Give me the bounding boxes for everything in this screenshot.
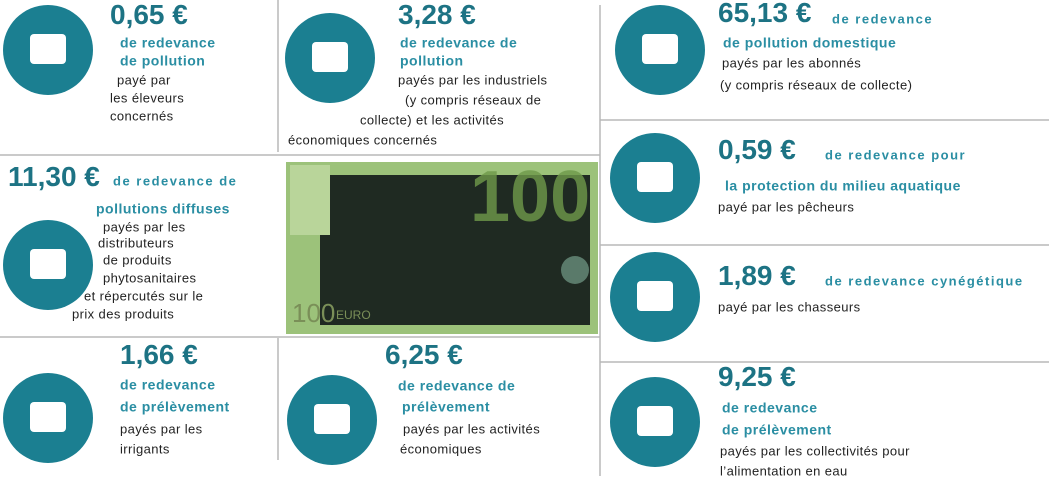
amount: 1,89 € [718, 260, 796, 291]
title-line: de pollution domestique [723, 34, 896, 50]
amount: 0,59 € [718, 134, 796, 165]
title-line: de redevance [832, 12, 933, 27]
banknote-value-small: 100 [292, 298, 335, 328]
description-line: l’alimentation en eau [720, 464, 848, 479]
description-line: collecte) et les activités [360, 113, 504, 128]
banknote-currency: EURO [336, 308, 371, 322]
icon [637, 406, 673, 436]
icon [30, 249, 66, 279]
title-line: de redevance [722, 399, 818, 415]
title-line: de prélèvement [120, 398, 230, 414]
description-line: économiques [400, 442, 482, 457]
icon [642, 34, 678, 64]
amount: 65,13 € [718, 0, 812, 28]
description-line: payés par les abonnés [722, 56, 861, 71]
amount: 3,28 € [398, 0, 476, 30]
description-line: (y compris réseaux de collecte) [720, 78, 912, 93]
description-line: prix des produits [72, 307, 174, 322]
description-line: payé par les chasseurs [718, 300, 861, 315]
description-line: concernés [110, 109, 174, 124]
title-line: de redevance de [398, 377, 515, 393]
icon [312, 42, 348, 72]
description-line: payés par les activités [403, 422, 540, 437]
title-line: de prélèvement [722, 421, 832, 437]
description-line: (y compris réseaux de [405, 93, 541, 108]
description-line: et répercutés sur le [84, 289, 203, 304]
icon [314, 404, 350, 434]
amount: 0,65 € [110, 0, 188, 30]
item: 0,65 € de redevance de pollution payé par le… [3, 0, 216, 124]
amount: 1,66 € [120, 339, 198, 370]
description-line: payés par les collectivités pour [720, 444, 910, 459]
description-line: distributeurs [98, 236, 174, 251]
description-line: de produits [103, 253, 172, 268]
item: 11,30 € de redevance de pollutions diffuse… [3, 161, 237, 322]
title-line: pollution [400, 52, 464, 68]
amount: 11,30 € [8, 161, 100, 192]
item: 1,66 € de redevance de prélèvement payés pa… [3, 339, 230, 463]
description-line: les éleveurs [110, 91, 184, 106]
amount: 9,25 € [718, 361, 796, 392]
icon [30, 34, 66, 64]
item: 3,28 € de redevance de pollution payés par … [285, 0, 548, 148]
description-line: payé par les pêcheurs [718, 200, 854, 215]
description-line: payés par les industriels [398, 73, 548, 88]
page: {"items": [ {"amount": "0,65 €", "title"… [0, 0, 1049, 481]
description-line: économiques concernés [288, 133, 437, 148]
title-line: de redevance pour [825, 148, 966, 163]
description-line: payé par [117, 73, 171, 88]
title-line: de redevance [120, 34, 216, 50]
description-line: payés par les [120, 422, 203, 437]
item: 6,25 € de redevance de prélèvement payés pa… [287, 339, 540, 465]
description-line: payés par les [103, 220, 186, 235]
title-line: de redevance de [113, 174, 237, 189]
title-line: de redevance cynégétique [825, 274, 1024, 289]
item: 1,89 € de redevance cynégétique payé par l… [610, 252, 1024, 342]
infographic: 100 100 EURO 0,65 € de redevance de pollut… [0, 0, 1049, 481]
icon [30, 402, 66, 432]
title-line: de redevance de [400, 34, 517, 50]
banknote-value: 100 [470, 157, 590, 237]
banknote: 100 100 EURO [286, 157, 598, 334]
item: 65,13 € de redevance de pollution domestiq… [615, 0, 933, 95]
title-line: pollutions diffuses [96, 200, 230, 216]
amount: 6,25 € [385, 339, 463, 370]
title-line: prélèvement [402, 398, 490, 414]
icon [637, 162, 673, 192]
title-line: la protection du milieu aquatique [725, 177, 961, 193]
item: 0,59 € de redevance pour la protection du … [610, 133, 966, 223]
title-line: de redevance [120, 376, 216, 392]
description-line: phytosanitaires [103, 271, 197, 286]
description-line: irrigants [120, 442, 170, 457]
title-line: de pollution [120, 52, 205, 68]
icon [637, 281, 673, 311]
item: 9,25 € de redevance de prélèvement payés pa… [610, 361, 910, 479]
